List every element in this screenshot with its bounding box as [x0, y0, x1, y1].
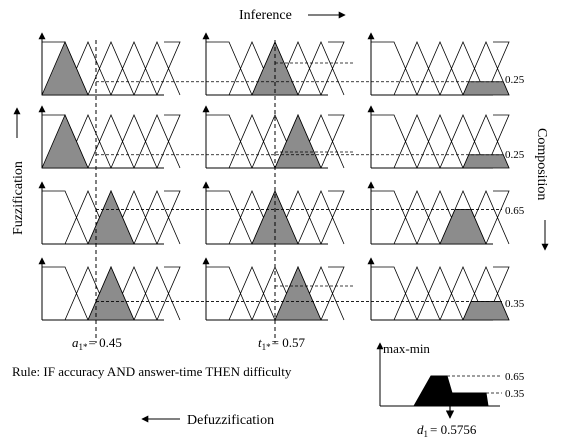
panel-r4-c3-clipped-mf	[462, 301, 510, 321]
clip-level-2: 0.25	[505, 149, 525, 161]
panel-r4-c2-fired-mf	[274, 265, 322, 321]
panel-r1-c1-mf-right	[156, 41, 181, 96]
panel-r1-c3-mf-1	[393, 40, 441, 96]
panel-r2-c3-mf-right	[485, 114, 510, 169]
panel-r1-c3-mf-3	[439, 40, 487, 96]
panel-r2-c1-fired-mf	[41, 113, 89, 169]
panel-r4-c2-mf-1	[228, 265, 276, 321]
a1-label: a1*= 0.45	[72, 335, 122, 352]
panel-r3-c1-mf-left	[42, 190, 89, 245]
panel-r3-c2-mf-right	[320, 190, 345, 245]
panel-r2-c3-mf-2	[416, 113, 464, 169]
panel-r4-c2-mf-left	[206, 266, 253, 321]
panel-r1-c3-clipped-mf	[462, 81, 510, 96]
panel-r2-c2-mf-left	[206, 114, 253, 169]
composition-label: Composition	[534, 128, 549, 200]
panel-r1-c1-mf-3	[110, 40, 158, 96]
clip-level-4: 0.35	[505, 298, 525, 310]
panel-r2-c1-mf-2	[87, 113, 135, 169]
d1-label: d1 = 0.5756	[417, 422, 477, 439]
panel-r2-c2-fired-mf	[274, 113, 322, 169]
fuzzification-group: Fuzzification	[11, 161, 26, 235]
t1-label: t1*= 0.57	[258, 335, 305, 352]
panel-r1-c2-mf-right	[320, 41, 345, 96]
panel-r4-c3-mf-1	[393, 265, 441, 321]
panel-r2-c2-mf-1	[228, 113, 276, 169]
panel-r2-c3-mf-left	[371, 114, 418, 169]
panel-r2-c1-mf-right	[156, 114, 181, 169]
panel-r3-c3-mf-right	[485, 190, 510, 245]
panel-r2-c3-mf-1	[393, 113, 441, 169]
panel-r1-c3-mf-2	[416, 40, 464, 96]
panel-r3-c2-mf-left	[206, 190, 253, 245]
panel-r3-c3-mf-1	[393, 189, 441, 245]
clip-level-1: 0.25	[505, 74, 525, 86]
aggregate-panel: max-min 0.65 0.35 d1 = 0.5756	[376, 341, 525, 439]
aggregate-output-shape	[413, 375, 489, 407]
panel-grid	[38, 32, 510, 321]
panel-r3-c1-mf-4	[133, 189, 181, 245]
panel-r1-c2-mf-left	[206, 41, 253, 96]
panel-r2-c1-mf-4	[133, 113, 181, 169]
panel-r2-c3-mf-4	[462, 113, 510, 169]
panel-r3-c1-fired-mf	[87, 189, 135, 245]
panel-r3-c3-clipped-mf	[439, 209, 487, 245]
composition-group: Composition	[534, 128, 549, 200]
panel-r3-c2-mf-4	[297, 189, 345, 245]
panel-r4-c3-mf-2	[416, 265, 464, 321]
panel-r2-c1-mf-3	[110, 113, 158, 169]
panel-r3-c1-mf-right	[156, 190, 181, 245]
rule-text: Rule: IF accuracy AND answer-time THEN d…	[12, 364, 292, 379]
panel-r4-c2-mf-right	[320, 266, 345, 321]
panel-r4-c3-mf-left	[371, 266, 418, 321]
panel-r1-c2-mf-4	[297, 40, 345, 96]
panel-r3-c3-mf-left	[371, 190, 418, 245]
aggregate-level-2: 0.35	[505, 388, 525, 400]
panel-r2-c3-clipped-mf	[462, 154, 510, 169]
fuzzification-label: Fuzzification	[11, 161, 26, 235]
panel-r2-c2-mf-right	[320, 114, 345, 169]
defuzzification-label: Defuzzification	[187, 413, 274, 428]
panel-r4-c1-mf-left	[42, 266, 89, 321]
panel-r1-c3-mf-4	[462, 40, 510, 96]
clip-level-3: 0.65	[505, 205, 525, 217]
panel-r1-c1-mf-4	[133, 40, 181, 96]
panel-r1-c3-mf-left	[371, 41, 418, 96]
panel-r1-c3-mf-right	[485, 41, 510, 96]
panel-r1-c1-fired-mf	[41, 40, 89, 96]
panel-r4-c1-mf-right	[156, 266, 181, 321]
aggregate-level-1: 0.65	[505, 371, 525, 383]
max-min-label: max-min	[383, 341, 430, 356]
panel-r4-c1-fired-mf	[87, 265, 135, 321]
panel-r4-c1-mf-4	[133, 265, 181, 321]
inference-label: Inference	[239, 8, 292, 23]
panel-r2-c3-mf-3	[439, 113, 487, 169]
panel-r1-c1-mf-2	[87, 40, 135, 96]
